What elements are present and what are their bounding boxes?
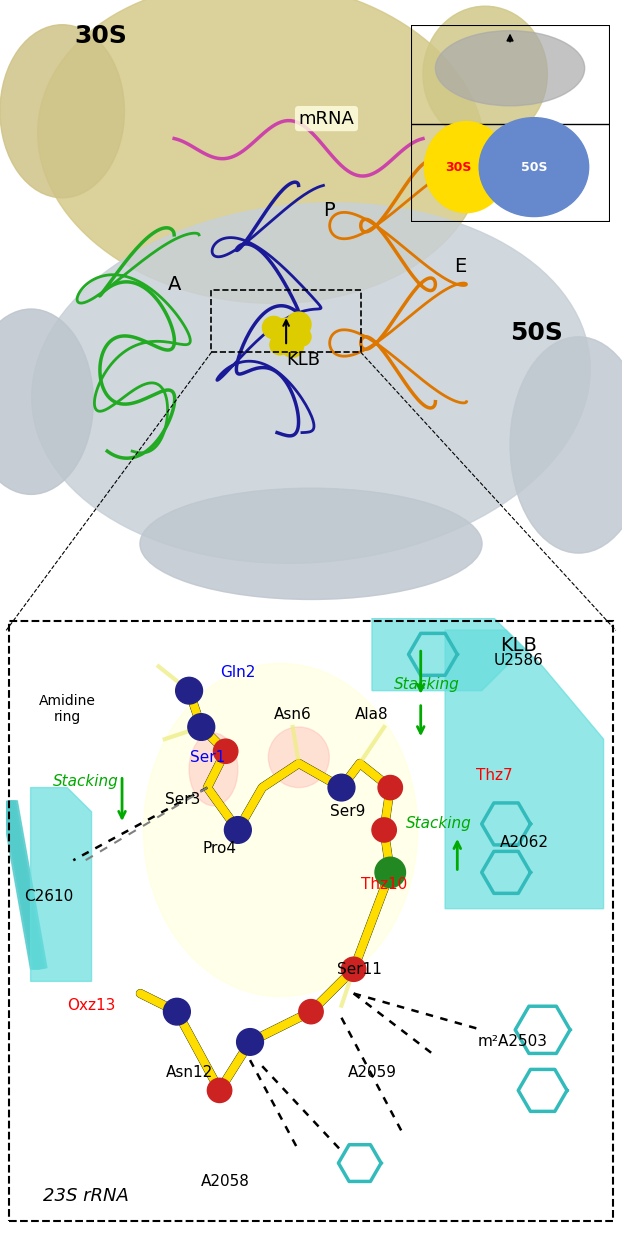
Text: Gln2: Gln2 — [220, 665, 256, 680]
Ellipse shape — [423, 6, 547, 142]
Text: 30S: 30S — [445, 161, 471, 173]
Ellipse shape — [0, 309, 93, 494]
Ellipse shape — [189, 733, 238, 806]
Circle shape — [236, 1028, 264, 1056]
Ellipse shape — [143, 664, 418, 996]
Text: Stacking: Stacking — [406, 817, 472, 832]
Circle shape — [372, 818, 396, 842]
Ellipse shape — [510, 336, 622, 554]
Ellipse shape — [0, 25, 124, 198]
Ellipse shape — [435, 31, 585, 106]
Circle shape — [175, 677, 203, 705]
Circle shape — [213, 739, 238, 764]
Bar — [1, 801, 40, 969]
Text: Stacking: Stacking — [394, 677, 460, 692]
Ellipse shape — [140, 488, 482, 599]
Bar — [2, 801, 42, 969]
Bar — [6, 801, 45, 969]
Text: Thz7: Thz7 — [476, 768, 512, 782]
Ellipse shape — [479, 117, 588, 216]
Polygon shape — [30, 787, 91, 981]
Text: A2059: A2059 — [348, 1064, 396, 1080]
Text: KLB: KLB — [499, 637, 537, 655]
Text: 50S: 50S — [510, 321, 563, 345]
Bar — [211, 290, 361, 352]
Circle shape — [271, 318, 302, 349]
Circle shape — [188, 713, 215, 740]
Text: Pro4: Pro4 — [203, 840, 236, 855]
Text: U2586: U2586 — [493, 653, 543, 667]
Text: Ser1: Ser1 — [190, 750, 225, 765]
Circle shape — [286, 311, 311, 336]
Text: 23S rRNA: 23S rRNA — [43, 1188, 129, 1205]
Text: C2610: C2610 — [24, 889, 73, 904]
Circle shape — [328, 774, 355, 801]
Text: Asn12: Asn12 — [165, 1064, 213, 1080]
Text: KLB: KLB — [286, 351, 320, 368]
Bar — [8, 801, 47, 969]
Text: m²A2503: m²A2503 — [477, 1035, 547, 1049]
Circle shape — [375, 858, 406, 887]
Text: 50S: 50S — [521, 161, 547, 173]
Circle shape — [225, 817, 251, 843]
Circle shape — [292, 328, 311, 346]
Text: A: A — [168, 276, 182, 294]
Circle shape — [262, 316, 285, 339]
Circle shape — [207, 1078, 232, 1103]
Circle shape — [270, 335, 290, 355]
Circle shape — [281, 335, 304, 357]
Ellipse shape — [32, 203, 590, 564]
Text: Ser11: Ser11 — [337, 962, 382, 976]
Ellipse shape — [38, 0, 485, 303]
Text: Thz10: Thz10 — [361, 878, 407, 892]
Text: Stacking: Stacking — [53, 774, 118, 789]
Circle shape — [341, 957, 366, 981]
Ellipse shape — [268, 727, 329, 787]
Bar — [4, 801, 44, 969]
Circle shape — [164, 999, 190, 1025]
Text: A2058: A2058 — [202, 1174, 250, 1189]
Circle shape — [378, 775, 402, 800]
Text: P: P — [323, 201, 335, 220]
Circle shape — [299, 1000, 323, 1023]
Circle shape — [377, 859, 404, 886]
Polygon shape — [445, 630, 603, 908]
Text: A2062: A2062 — [500, 834, 549, 849]
Text: Ala8: Ala8 — [355, 707, 389, 722]
Polygon shape — [372, 618, 524, 691]
Text: Ser9: Ser9 — [330, 805, 365, 819]
Ellipse shape — [424, 121, 508, 213]
Text: Oxz13: Oxz13 — [67, 999, 116, 1014]
Text: 30S: 30S — [75, 25, 128, 48]
Text: mRNA: mRNA — [299, 110, 355, 127]
Text: Asn6: Asn6 — [274, 707, 312, 722]
Text: E: E — [454, 257, 466, 276]
Text: Ser3: Ser3 — [165, 792, 201, 807]
Text: Amidine
ring: Amidine ring — [39, 693, 96, 724]
